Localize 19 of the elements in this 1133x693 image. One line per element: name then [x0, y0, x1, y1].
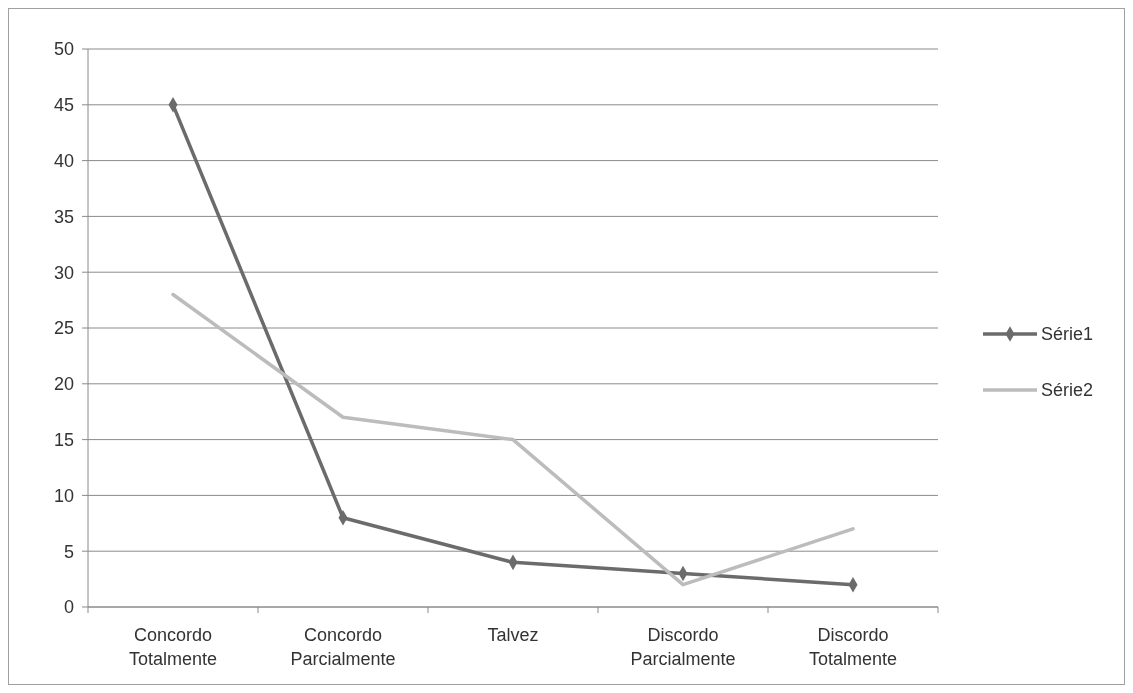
- legend-label: Série2: [1041, 380, 1094, 401]
- y-tick-label: 30: [53, 262, 74, 283]
- x-tick-label: Concordo Totalmente: [128, 625, 218, 669]
- y-tick-label: 15: [53, 429, 74, 450]
- x-tick-label: Talvez: [487, 625, 539, 645]
- x-tick-label: Discordo Totalmente: [808, 625, 898, 669]
- y-tick-label: 40: [53, 150, 74, 171]
- y-tick-label: 20: [53, 374, 74, 395]
- line-series: [171, 292, 855, 587]
- legend-label: Série1: [1041, 324, 1094, 345]
- x-tick-label: Concordo Parcialmente: [290, 625, 396, 669]
- y-tick-label: 5: [63, 541, 74, 562]
- y-tick-label: 45: [53, 95, 74, 116]
- y-tick-label: 10: [53, 485, 74, 506]
- y-tick-label: 25: [53, 318, 74, 339]
- y-tick-label: 0: [63, 597, 74, 618]
- x-tick-label: Discordo Parcialmente: [630, 625, 736, 669]
- y-tick-label: 35: [53, 206, 74, 227]
- y-tick-label: 50: [53, 39, 74, 60]
